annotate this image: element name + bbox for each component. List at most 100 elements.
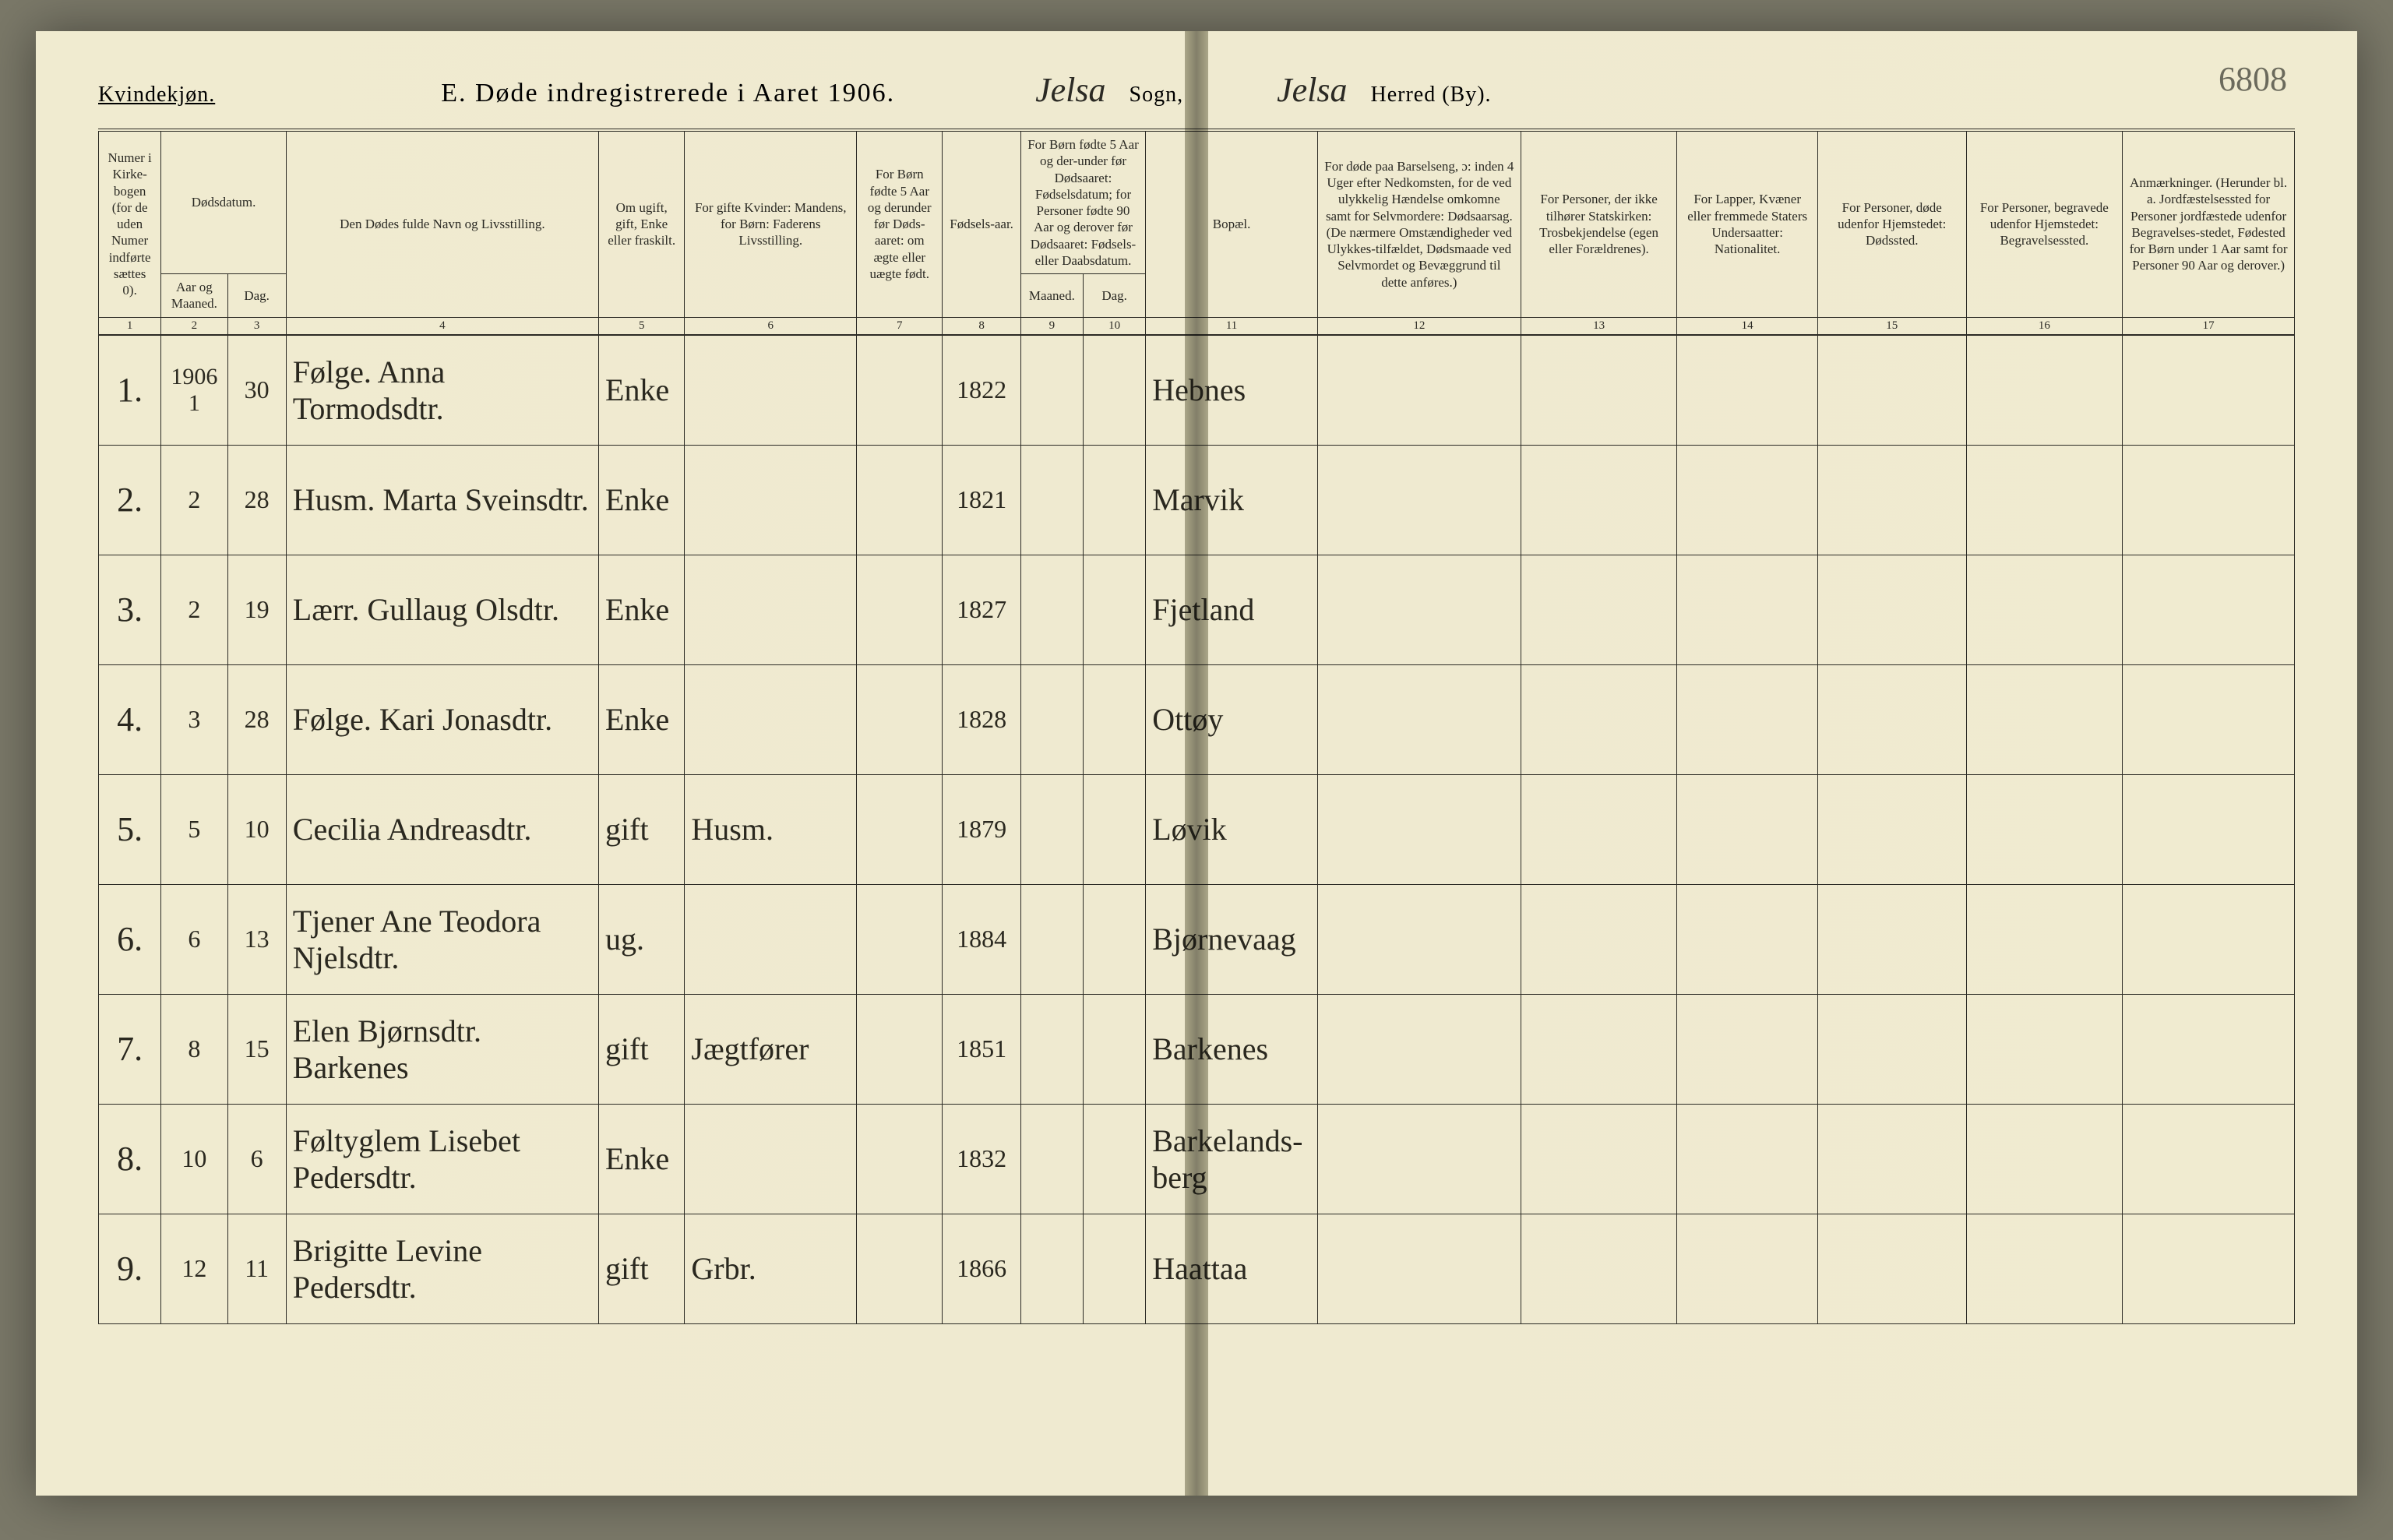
col-header: For Personer, begravede udenfor Hjemsted… [1966,130,2123,317]
colnum: 11 [1146,317,1318,335]
cell-c17 [2123,555,2295,664]
colnum: 3 [227,317,286,335]
cell-faar: 1821 [943,445,1020,555]
table-row: 3.219Lærr. Gullaug Olsdtr.Enke1827Fjetla… [99,555,2295,664]
cell-d [1083,335,1145,446]
cell-c14 [1677,555,1818,664]
herred-label: Herred (By). [1371,83,1492,107]
cell-aar: 12 [161,1214,227,1323]
cell-m [1020,1214,1083,1323]
cell-c13 [1521,445,1677,555]
col-header: Bopæl. [1146,130,1318,317]
cell-dag: 10 [227,774,286,884]
cell-dag: 11 [227,1214,286,1323]
cell-stand: Enke [599,445,685,555]
cell-stand: gift [599,774,685,884]
ledger-page: 6808 Kvindekjøn. E. Døde indregistrerede… [36,31,2357,1496]
cell-c16 [1966,774,2123,884]
table-row: 6.613Tjener Ane Teodora Njelsdtr.ug.1884… [99,884,2295,994]
cell-stand: Enke [599,1104,685,1214]
table-body: 1.1906 130Følge. Anna Tormodsdtr.Enke182… [99,335,2295,1324]
column-number-row: 1 2 3 4 5 6 7 8 9 10 11 12 13 14 15 16 1… [99,317,2295,335]
cell-aar: 2 [161,445,227,555]
cell-faar: 1866 [943,1214,1020,1323]
col-subheader: Dag. [1083,274,1145,318]
cell-idx: 8. [99,1104,161,1214]
cell-bopel: Bjørnevaag [1146,884,1318,994]
gender-heading: Kvindekjøn. [98,83,215,107]
table-row: 2.228Husm. Marta Sveinsdtr.Enke1821Marvi… [99,445,2295,555]
cell-c13 [1521,664,1677,774]
cell-bopel: Barkelands-berg [1146,1104,1318,1214]
cell-c15 [1817,994,1966,1104]
cell-idx: 9. [99,1214,161,1323]
sogn-value: Jelsa [1035,70,1105,110]
cell-c12 [1317,994,1521,1104]
cell-c13 [1521,1214,1677,1323]
cell-bopel: Fjetland [1146,555,1318,664]
cell-c16 [1966,335,2123,446]
cell-c15 [1817,1104,1966,1214]
cell-aar: 6 [161,884,227,994]
cell-d [1083,445,1145,555]
cell-c15 [1817,555,1966,664]
cell-faar: 1851 [943,994,1020,1104]
cell-c13 [1521,335,1677,446]
cell-c17 [2123,664,2295,774]
col-header: Fødsels-aar. [943,130,1020,317]
cell-stand: Enke [599,335,685,446]
cell-d [1083,1104,1145,1214]
colnum: 17 [2123,317,2295,335]
table-row: 7.815Elen Bjørnsdtr. BarkenesgiftJægtfør… [99,994,2295,1104]
col-header: For Lapper, Kvæner eller fremmede Stater… [1677,130,1818,317]
cell-navn: Brigitte Levine Pedersdtr. [286,1214,598,1323]
colnum: 6 [685,317,857,335]
cell-egte [857,335,943,446]
cell-dag: 19 [227,555,286,664]
colnum: 12 [1317,317,1521,335]
cell-dag: 15 [227,994,286,1104]
cell-c16 [1966,1214,2123,1323]
cell-stand: ug. [599,884,685,994]
cell-c17 [2123,994,2295,1104]
cell-c15 [1817,1214,1966,1323]
cell-c13 [1521,555,1677,664]
table-row: 5.510Cecilia Andreasdtr.giftHusm.1879Løv… [99,774,2295,884]
cell-c12 [1317,1214,1521,1323]
cell-m [1020,1104,1083,1214]
cell-c17 [2123,445,2295,555]
cell-faar: 1827 [943,555,1020,664]
cell-stand: Enke [599,664,685,774]
cell-for: Grbr. [685,1214,857,1323]
cell-bopel: Barkenes [1146,994,1318,1104]
cell-idx: 6. [99,884,161,994]
cell-dag: 28 [227,445,286,555]
cell-egte [857,445,943,555]
cell-for [685,1104,857,1214]
cell-c16 [1966,1104,2123,1214]
cell-c16 [1966,994,2123,1104]
cell-egte [857,774,943,884]
cell-c15 [1817,774,1966,884]
cell-stand: Enke [599,555,685,664]
cell-c16 [1966,445,2123,555]
colnum: 2 [161,317,227,335]
ledger-table: Numer i Kirke-bogen (for de uden Numer i… [98,129,2295,1324]
cell-c14 [1677,335,1818,446]
cell-navn: Tjener Ane Teodora Njelsdtr. [286,884,598,994]
cell-m [1020,994,1083,1104]
col-header: For Personer, der ikke tilhører Statskir… [1521,130,1677,317]
cell-c17 [2123,774,2295,884]
col-header: Anmærkninger. (Herunder bl. a. Jordfæste… [2123,130,2295,317]
cell-c12 [1317,774,1521,884]
cell-c13 [1521,774,1677,884]
col-subheader: Maaned. [1020,274,1083,318]
cell-c14 [1677,1104,1818,1214]
cell-c14 [1677,445,1818,555]
cell-for: Jægtfører [685,994,857,1104]
cell-for [685,335,857,446]
cell-faar: 1832 [943,1104,1020,1214]
colnum: 13 [1521,317,1677,335]
cell-m [1020,555,1083,664]
cell-c15 [1817,445,1966,555]
